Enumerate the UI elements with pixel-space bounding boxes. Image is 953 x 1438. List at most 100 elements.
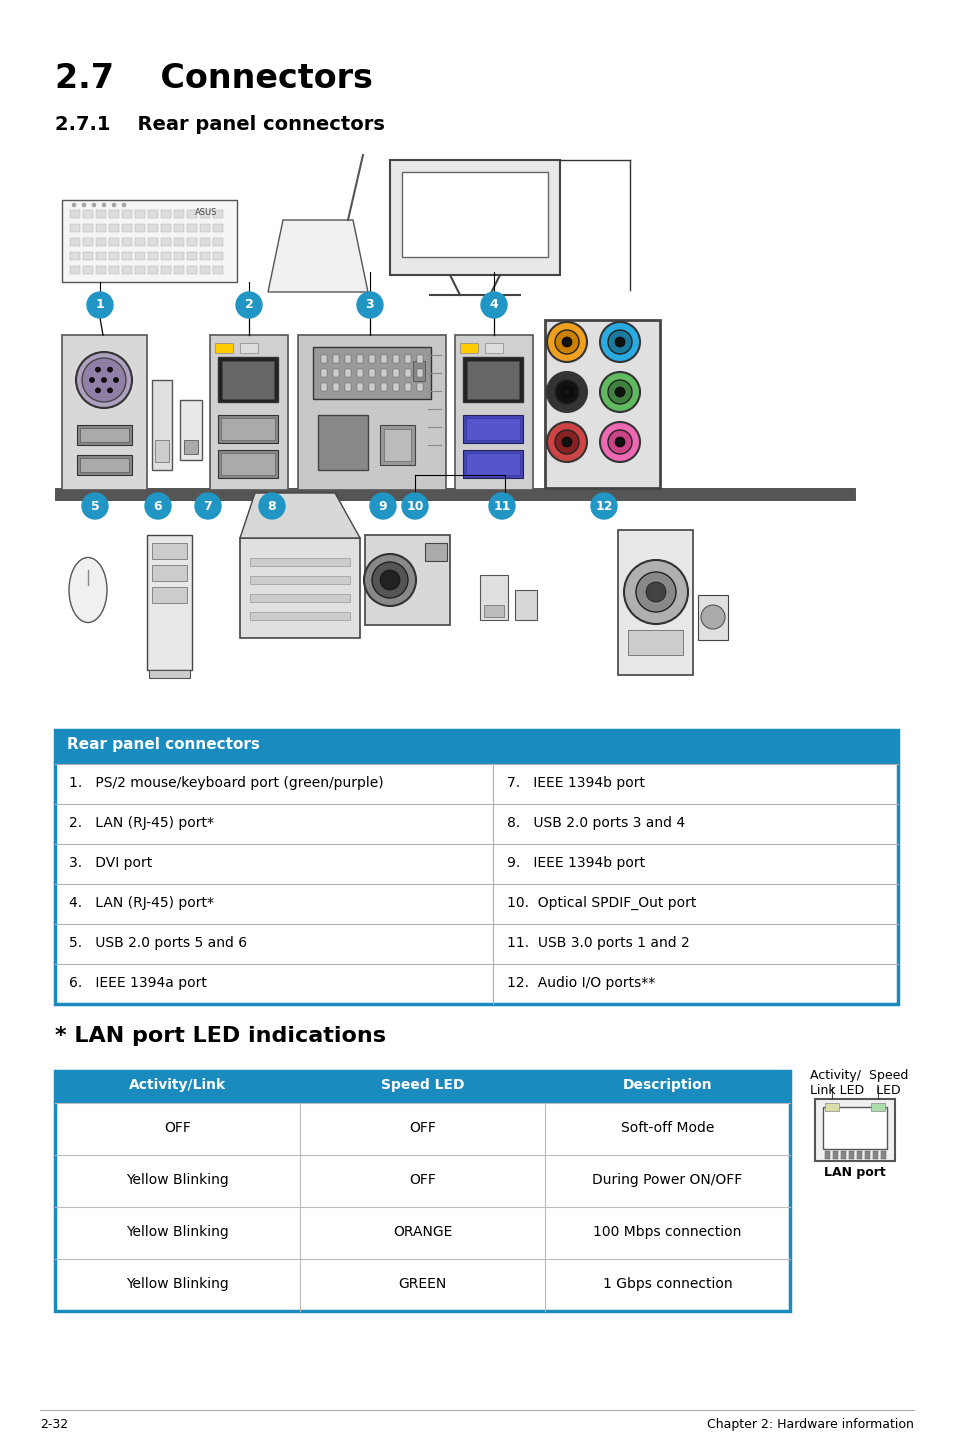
- Text: 2.   LAN (RJ-45) port*: 2. LAN (RJ-45) port*: [69, 815, 213, 830]
- Text: LAN port: LAN port: [823, 1166, 885, 1179]
- Circle shape: [356, 292, 382, 318]
- Circle shape: [82, 358, 126, 403]
- Circle shape: [615, 437, 624, 447]
- Bar: [333, 383, 338, 391]
- Bar: [832, 1150, 837, 1159]
- Bar: [173, 210, 184, 219]
- Circle shape: [615, 336, 624, 347]
- Bar: [55, 1071, 789, 1311]
- Text: Yellow Blinking: Yellow Blinking: [126, 1173, 229, 1186]
- Bar: [55, 1071, 789, 1103]
- Text: Activity/  Speed: Activity/ Speed: [809, 1068, 907, 1081]
- Bar: [184, 440, 198, 454]
- Bar: [880, 1150, 885, 1159]
- Bar: [405, 383, 411, 391]
- Bar: [250, 577, 350, 584]
- Bar: [369, 370, 375, 377]
- Bar: [380, 355, 387, 362]
- Bar: [393, 383, 398, 391]
- Circle shape: [615, 387, 624, 397]
- Bar: [83, 252, 92, 260]
- Bar: [55, 487, 854, 500]
- Circle shape: [90, 378, 94, 383]
- Text: GREEN: GREEN: [398, 1277, 446, 1291]
- Bar: [459, 344, 477, 352]
- Bar: [109, 210, 119, 219]
- Text: 1: 1: [95, 299, 104, 312]
- Bar: [462, 357, 522, 403]
- Bar: [317, 416, 368, 470]
- Circle shape: [372, 562, 408, 598]
- Bar: [326, 423, 359, 463]
- Bar: [544, 321, 659, 487]
- Bar: [148, 239, 158, 246]
- Circle shape: [113, 378, 118, 383]
- Circle shape: [546, 372, 586, 413]
- Bar: [83, 266, 92, 275]
- Bar: [405, 370, 411, 377]
- Polygon shape: [268, 220, 368, 292]
- Bar: [149, 670, 190, 677]
- Bar: [122, 224, 132, 232]
- Bar: [83, 210, 92, 219]
- Bar: [70, 224, 80, 232]
- Bar: [213, 224, 223, 232]
- Circle shape: [599, 372, 639, 413]
- Bar: [822, 1107, 886, 1149]
- Circle shape: [101, 378, 107, 383]
- Bar: [218, 357, 277, 403]
- Text: 2.7    Connectors: 2.7 Connectors: [55, 62, 373, 95]
- Bar: [462, 416, 522, 443]
- Bar: [96, 239, 106, 246]
- Bar: [618, 531, 692, 674]
- Bar: [333, 370, 338, 377]
- Text: 9.   IEEE 1394b port: 9. IEEE 1394b port: [507, 856, 645, 870]
- Text: Chapter 2: Hardware information: Chapter 2: Hardware information: [706, 1418, 913, 1431]
- Bar: [218, 450, 277, 477]
- Bar: [462, 450, 522, 477]
- Text: Rear panel connectors: Rear panel connectors: [67, 738, 259, 752]
- Bar: [80, 457, 129, 472]
- Circle shape: [607, 380, 631, 404]
- Bar: [214, 344, 233, 352]
- Text: 3: 3: [365, 299, 374, 312]
- Bar: [864, 1150, 869, 1159]
- Circle shape: [700, 605, 724, 628]
- Bar: [135, 266, 145, 275]
- Circle shape: [145, 493, 171, 519]
- Text: Description: Description: [622, 1078, 712, 1091]
- Bar: [380, 383, 387, 391]
- Bar: [135, 224, 145, 232]
- Bar: [369, 355, 375, 362]
- Bar: [161, 266, 171, 275]
- Circle shape: [555, 329, 578, 354]
- Circle shape: [546, 322, 586, 362]
- Bar: [109, 252, 119, 260]
- Bar: [187, 252, 196, 260]
- Circle shape: [590, 493, 617, 519]
- Bar: [148, 224, 158, 232]
- Text: OFF: OFF: [409, 1173, 436, 1186]
- Bar: [393, 355, 398, 362]
- Circle shape: [546, 421, 586, 462]
- Text: 7.   IEEE 1394b port: 7. IEEE 1394b port: [507, 777, 644, 789]
- Circle shape: [258, 493, 285, 519]
- Bar: [333, 355, 338, 362]
- Bar: [297, 335, 446, 490]
- Text: 5: 5: [91, 499, 99, 512]
- Circle shape: [555, 430, 578, 454]
- Circle shape: [561, 387, 572, 397]
- Polygon shape: [240, 493, 359, 538]
- Bar: [200, 210, 210, 219]
- Bar: [848, 1150, 853, 1159]
- Circle shape: [235, 292, 262, 318]
- Circle shape: [122, 203, 126, 207]
- Bar: [250, 613, 350, 620]
- Bar: [173, 224, 184, 232]
- Text: 10.  Optical SPDIF_Out port: 10. Optical SPDIF_Out port: [507, 896, 696, 910]
- Bar: [70, 252, 80, 260]
- Bar: [152, 587, 187, 603]
- Bar: [416, 370, 422, 377]
- Bar: [320, 355, 327, 362]
- Bar: [187, 239, 196, 246]
